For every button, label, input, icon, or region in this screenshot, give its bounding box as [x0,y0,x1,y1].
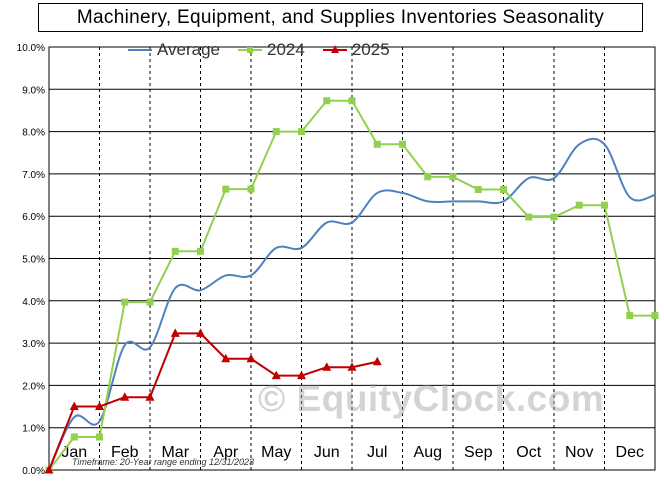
y-tick-label: 0.0% [22,466,45,477]
legend-2025-swatch [322,45,347,53]
data-point-2025 [372,356,382,366]
data-point-2024 [222,185,230,193]
legend-item-2024: 2024 [236,40,305,60]
x-tick-label: Dec [616,444,644,461]
data-point-2024 [298,128,305,136]
data-point-2024 [424,173,432,181]
y-tick-label: 3.0% [22,339,45,350]
y-tick-label: 2.0% [22,381,45,392]
data-point-2025 [120,392,130,401]
x-tick-label: May [261,444,291,461]
y-tick-label: 10.0% [17,43,45,54]
y-tick-label: 6.0% [22,212,45,223]
data-point-2024 [626,312,634,320]
data-point-2024 [323,97,331,105]
y-tick-label: 4.0% [22,297,45,308]
data-point-2025 [44,465,54,474]
data-point-2024 [399,140,406,148]
x-tick-label: Mar [161,444,189,461]
x-tick-label: Oct [516,444,541,461]
data-point-2024 [197,247,204,255]
data-point-2024 [449,173,457,181]
data-point-2024 [550,213,558,221]
data-point-2025 [145,392,155,401]
series-layer [44,97,659,474]
y-tick-label: 1.0% [22,424,45,435]
x-tick-label: Jan [61,444,87,461]
data-point-2025 [347,362,357,371]
data-point-2024 [575,201,583,209]
legend-item-average: Average [126,40,220,60]
x-tick-label: Jun [314,444,340,461]
data-point-2025 [196,328,205,337]
data-point-2025 [170,328,180,337]
data-point-2025 [246,353,256,363]
data-point-2025 [69,401,79,411]
legend-2025-label: 2025 [351,40,390,59]
data-point-2024 [70,433,78,441]
data-point-2024 [500,186,507,194]
chart-title: Machinery, Equipment, and Supplies Inven… [38,3,643,32]
data-point-2025 [95,401,104,411]
data-point-2024 [247,185,255,193]
x-tick-label: Aug [414,444,442,461]
series-line-average [48,137,656,471]
y-tick-label: 5.0% [22,255,45,266]
data-point-2024 [525,213,533,221]
legend: Average 2024 2025 [126,40,390,60]
data-point-2024 [272,128,280,136]
legend-average-label: Average [157,40,221,59]
data-point-2024 [601,201,608,209]
data-point-2024 [474,186,482,194]
y-tick-label: 9.0% [22,85,45,96]
legend-item-2025: 2025 [321,40,390,60]
x-axis: Jan Feb Mar Apr May Jun Jul Aug Sep Oct Nov Dec [61,444,644,461]
watermark: © EquityClock.com [258,378,605,419]
legend-average-swatch [128,49,152,51]
legend-2024-label: 2024 [267,40,305,59]
data-point-2024 [121,298,129,306]
data-point-2025 [221,353,231,363]
y-tick-label: 7.0% [22,170,45,181]
x-tick-label: Nov [565,444,593,461]
data-point-2024 [171,247,179,255]
y-axis: 0.0% 1.0% 2.0% 3.0% 4.0% 5.0% 6.0% 7.0% 8.0% 9.0%… [17,43,45,477]
data-point-2024 [348,97,356,105]
data-point-2024 [651,312,659,320]
data-point-2025 [322,362,332,371]
data-point-2025 [297,370,306,380]
data-point-2024 [96,433,103,441]
legend-2024-swatch [238,47,263,53]
x-tick-label: Feb [111,444,139,461]
data-point-2024 [146,298,154,306]
x-tick-label: Apr [213,444,239,461]
y-tick-label: 8.0% [22,128,45,139]
data-point-2024 [373,140,381,148]
x-tick-label: Jul [367,444,387,461]
timeframe-note: Timeframe: 20-Year range ending 12/31/20… [72,457,255,467]
x-tick-label: Sep [464,444,493,461]
data-point-2025 [271,370,281,380]
series-line-2025 [48,332,378,471]
